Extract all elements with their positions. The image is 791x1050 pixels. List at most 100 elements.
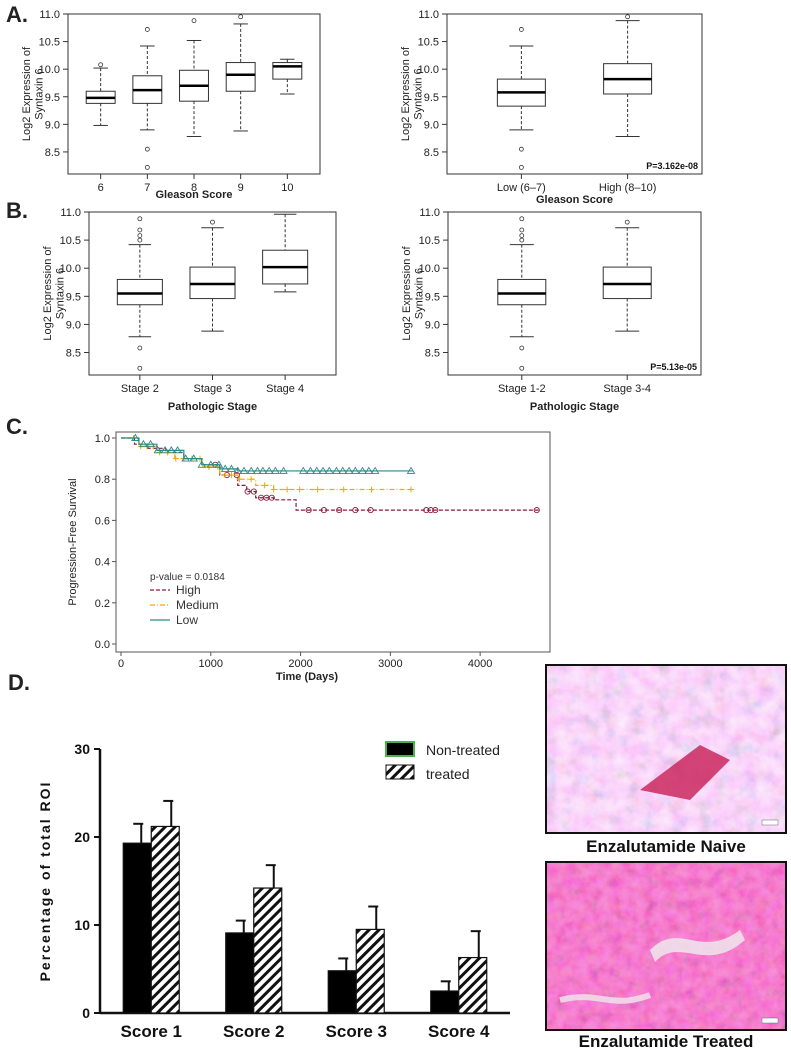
censor-mark-low xyxy=(166,445,176,454)
ihc-image-naive xyxy=(545,664,787,834)
censor-mark-high xyxy=(367,507,374,514)
censor-mark-high xyxy=(244,488,251,495)
censor-mark-high xyxy=(352,507,359,514)
censor-mark-low xyxy=(227,464,236,472)
x-tick-label: 2000 xyxy=(288,658,312,670)
bar-treated xyxy=(458,956,488,1014)
x-tick-label: 7 xyxy=(144,182,150,194)
x-axis-label: Time (Days) xyxy=(276,671,338,683)
censor-mark-low xyxy=(239,466,249,474)
y-tick-label: 11.0 xyxy=(60,207,81,219)
outlier-point xyxy=(137,227,143,233)
x-category-label: Score 1 xyxy=(121,1022,182,1041)
y-tick-label: 0.6 xyxy=(95,515,110,527)
outlier-point xyxy=(519,216,525,222)
x-tick-label: 6 xyxy=(98,182,104,194)
box-iqr xyxy=(116,278,163,306)
y-axis-label-line: Log2 Expression of xyxy=(400,46,412,141)
censor-mark-low xyxy=(220,464,230,472)
censor-mark-low xyxy=(131,433,140,441)
ihc-caption-treated: Enzalutamide Treated xyxy=(579,1032,754,1050)
censor-mark-medium xyxy=(314,486,321,493)
y-tick-label: 9.5 xyxy=(66,291,81,303)
censor-mark-low xyxy=(351,466,360,474)
censor-mark-low xyxy=(258,466,268,474)
outlier-point xyxy=(144,164,150,170)
legend-label-non-treated: Non-treated xyxy=(426,742,500,758)
censor-mark-medium xyxy=(340,486,347,493)
y-tick-label: 30 xyxy=(74,741,90,757)
censor-mark-medium xyxy=(284,486,291,493)
y-axis-label: Percentage of total ROI xyxy=(37,781,53,982)
censor-mark-low xyxy=(406,466,416,474)
y-tick-label: 0.0 xyxy=(95,639,110,651)
bar-legend: Non-treated treated xyxy=(385,741,500,782)
y-tick-label: 1.0 xyxy=(95,433,110,445)
censor-mark-medium xyxy=(261,482,268,489)
outlier-point xyxy=(518,27,524,32)
bar-treated xyxy=(150,825,180,1014)
y-tick-label: 9.0 xyxy=(45,119,60,131)
outlier-point xyxy=(518,164,524,170)
x-tick-label: 9 xyxy=(238,182,244,194)
y-axis-label-line: Log2 Expression of xyxy=(21,46,33,141)
boxplot-gleason-score: 8.5 9.0 9.5 10.0 10.5 11.0 Log2 Expression ofS… xyxy=(21,9,321,201)
x-axis-label: Pathologic Stage xyxy=(530,401,619,413)
outlier-point xyxy=(238,14,244,20)
y-tick-label: 10.0 xyxy=(39,64,60,76)
y-tick-label: 10.5 xyxy=(418,37,439,49)
bar-non-treated xyxy=(327,970,357,1014)
censor-mark-low xyxy=(233,466,243,474)
censor-mark-medium xyxy=(296,486,303,493)
outlier-point xyxy=(519,227,525,233)
x-tick-label: Stage 4 xyxy=(266,383,304,395)
outlier-point xyxy=(137,365,143,371)
y-tick-label: 9.0 xyxy=(66,319,81,331)
x-tick-label: 8 xyxy=(191,182,197,194)
censor-mark-low xyxy=(214,460,224,468)
y-tick-label: 9.0 xyxy=(424,119,439,131)
y-tick-label: 0.4 xyxy=(95,557,110,569)
censor-mark-low xyxy=(139,439,148,448)
survival-curve-plot: 0.0 0.2 0.4 0.6 0.8 1.0 0 1000 2000 3000 4000 Progr… xyxy=(67,431,551,683)
y-axis-label: Log2 Expression ofSyntaxin 6 xyxy=(400,46,425,141)
y-tick-label: 11.0 xyxy=(418,9,439,21)
x-tick-label: Low (6–7) xyxy=(497,182,546,194)
pvalue-label: p-value = 0.0184 xyxy=(150,572,225,583)
legend-swatch-treated xyxy=(385,764,415,780)
outlier-point xyxy=(137,216,143,222)
censor-mark-high xyxy=(427,507,434,514)
censor-mark-high xyxy=(268,494,275,501)
x-category-label: Score 4 xyxy=(428,1022,490,1041)
censor-mark-low xyxy=(332,466,341,474)
bar-non-treated xyxy=(430,990,460,1014)
y-axis-label-line: Syntaxin 6 xyxy=(412,68,424,119)
y-axis-label-line: Log2 Expression of xyxy=(401,245,413,340)
y-axis-label-line: Syntaxin 6 xyxy=(413,268,425,319)
y-tick-label: 8.5 xyxy=(45,147,60,159)
x-tick-label: High (8–10) xyxy=(599,182,656,194)
y-axis-label-line: Log2 Expression of xyxy=(42,245,54,340)
plot-frame xyxy=(446,13,703,175)
censor-mark-medium xyxy=(228,472,235,479)
censor-mark-low xyxy=(173,445,182,454)
bar-treated xyxy=(355,928,385,1014)
x-tick-label: 3000 xyxy=(378,658,402,670)
outlier-point xyxy=(518,146,524,152)
boxplot-gleason-low-high: 8.5 9.0 9.5 10.0 10.5 11.0 Log2 Expression ofS… xyxy=(400,9,703,206)
censor-mark-low xyxy=(318,466,328,474)
bar-chart-roi: 0 10 20 30 Percentage of total ROI Score 1 Sco… xyxy=(37,741,510,1041)
y-axis-label: Progression-Free Survival xyxy=(67,478,79,605)
y-tick-label: 9.5 xyxy=(425,291,440,303)
y-tick-label: 9.5 xyxy=(424,92,439,104)
outlier-point xyxy=(137,237,143,243)
censor-mark-low xyxy=(189,454,199,462)
censor-mark-low xyxy=(197,460,207,468)
y-axis-label: Log2 Expression ofSyntaxin 6 xyxy=(401,245,426,340)
y-axis-label: Log2 Expression ofSyntaxin 6 xyxy=(42,245,67,340)
censor-mark-medium xyxy=(236,476,243,483)
ihc-caption-naive: Enzalutamide Naive xyxy=(586,837,746,856)
ihc-image-treated xyxy=(545,861,787,1031)
censor-mark-low xyxy=(160,445,170,454)
censor-mark-low xyxy=(279,466,288,474)
